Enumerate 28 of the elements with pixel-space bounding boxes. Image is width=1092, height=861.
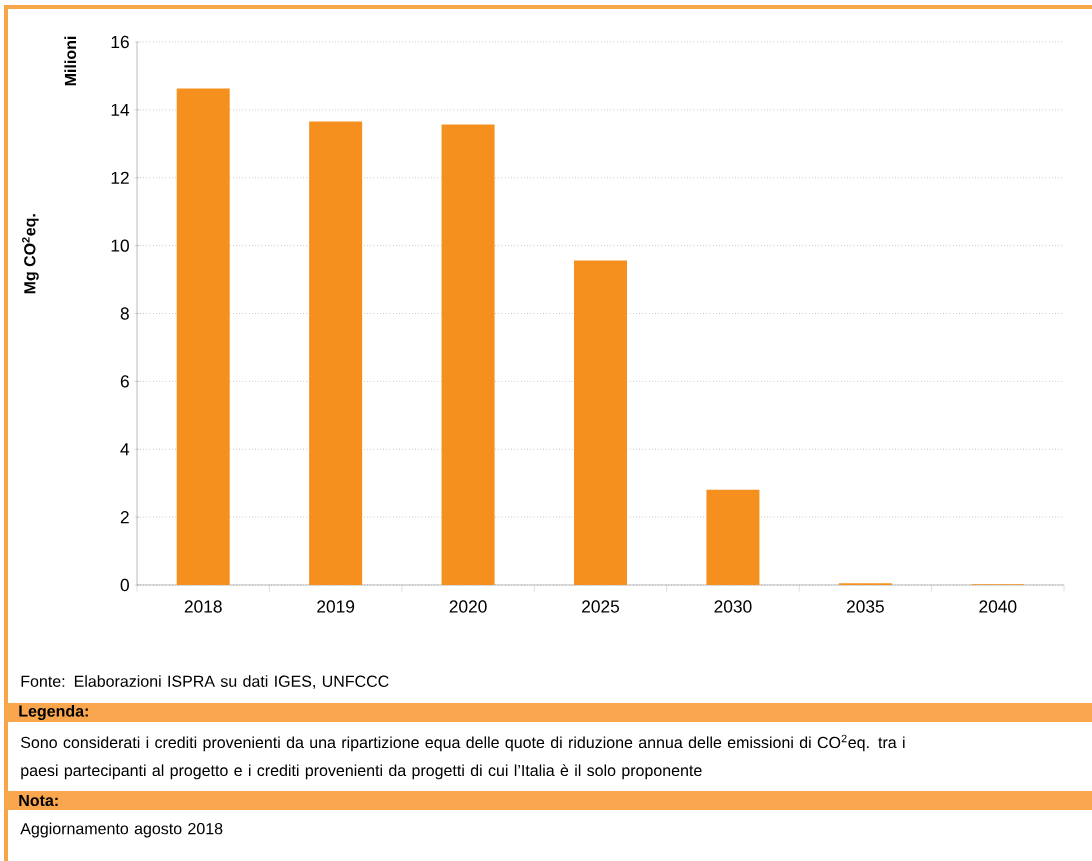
y-tick-label: 0 [120,578,129,592]
y-tick-label: 14 [111,103,130,116]
y-axis-title: Mg CO$^{2}$eq. [22,214,39,294]
y-tick-label: 10 [111,239,129,252]
x-tick-label: 2040 [979,600,1017,613]
x-tick-label: 2030 [714,600,752,613]
bar [176,88,230,585]
y-tick-label: 8 [120,307,129,320]
bar [309,121,363,585]
y-tick-label: 4 [120,443,130,456]
bar [706,489,760,585]
x-tick-label: 2018 [184,600,222,613]
x-tick-label: 2035 [846,600,884,613]
x-tick-label: 2020 [449,600,487,613]
y-tick-label: 6 [120,375,129,388]
text: Nota: [19,794,58,807]
x-tick-label: 2019 [317,600,355,613]
text: Aggiornamento agosto 2018 [20,822,223,838]
source-note: Fonte: Elaborazioni ISPRA su dati IGES, UNFCCC [21,675,389,689]
y-tick-label: 2 [120,511,129,524]
y-tick-label: 12 [111,171,129,184]
text: Legenda: [19,705,88,720]
y-tick-label: 16 [111,35,129,49]
bar [441,124,495,585]
x-tick-label: 2025 [582,600,620,613]
text: Sono considerati i crediti provenienti da una ripartizione equa delle quote di riduzione annua delle emissioni di CO$^{2}$eq. tra i paesi partecipanti al progetto e i crediti provenienti da progetti di cui l’Italia è il solo proponente [21,734,905,780]
text: Milioni [64,36,77,86]
bar [574,260,627,585]
